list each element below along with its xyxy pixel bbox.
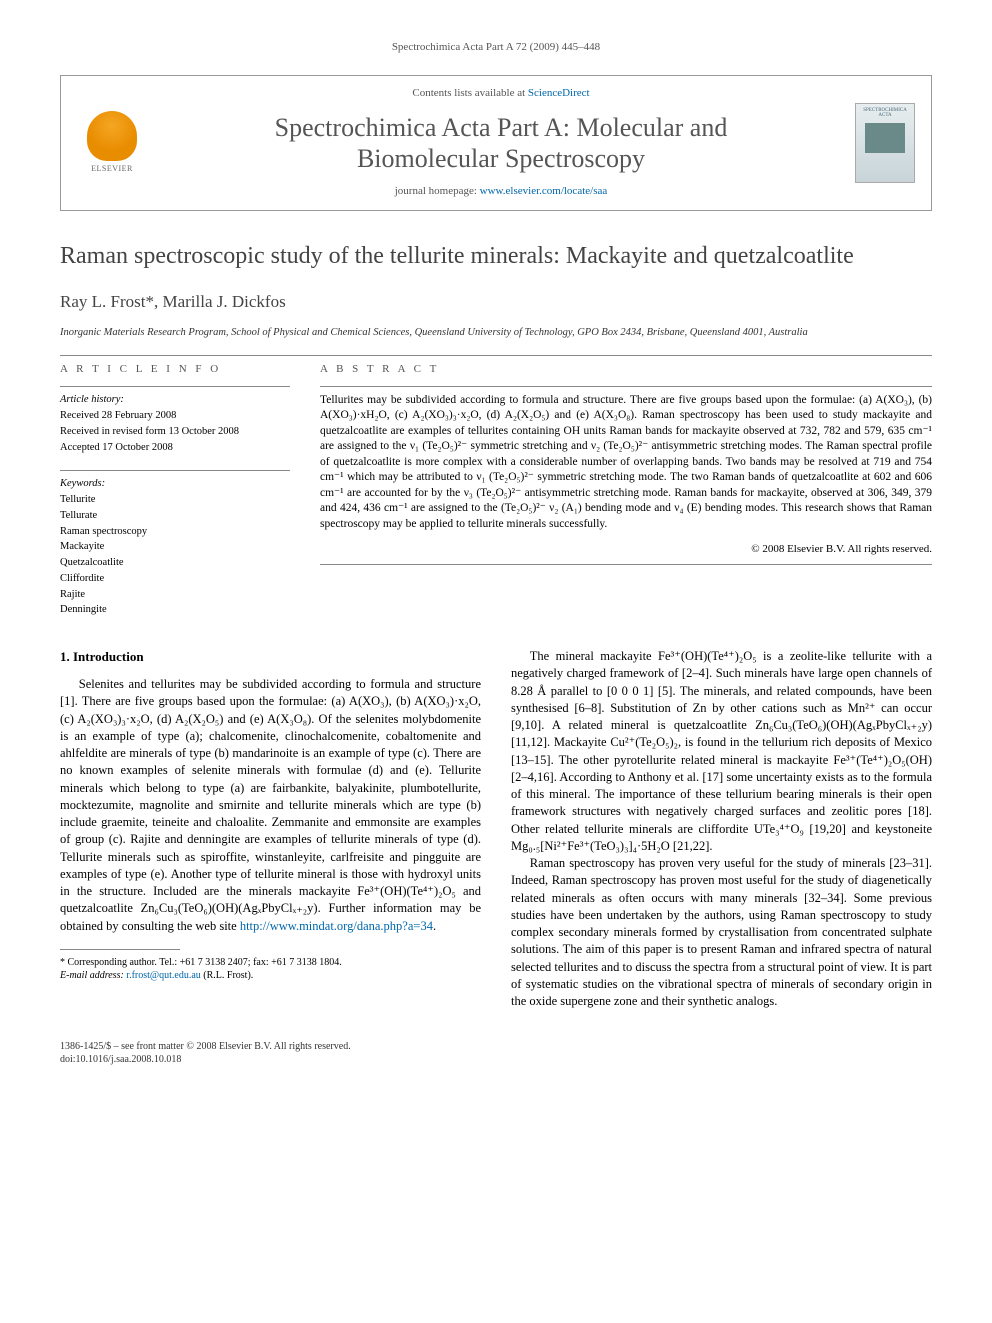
rule-info-1 — [60, 386, 290, 387]
abstract-copyright: © 2008 Elsevier B.V. All rights reserved… — [320, 542, 932, 557]
footnote-corr-line: * Corresponding author. Tel.: +61 7 3138… — [60, 957, 342, 968]
info-abstract-row: A R T I C L E I N F O Article history: R… — [60, 362, 932, 618]
article-affiliation: Inorganic Materials Research Program, Sc… — [60, 326, 932, 340]
cover-thumb-label: SPECTROCHIMICA ACTA — [860, 108, 910, 119]
sciencedirect-link[interactable]: ScienceDirect — [528, 87, 590, 99]
keyword: Mackayite — [60, 539, 290, 555]
footnote-email-label: E-mail address: — [60, 970, 126, 981]
keyword: Tellurate — [60, 508, 290, 524]
keyword: Cliffordite — [60, 571, 290, 587]
keyword: Raman spectroscopy — [60, 524, 290, 540]
footnote-rule — [60, 949, 180, 950]
rule-below-abstract — [320, 564, 932, 565]
article-title: Raman spectroscopic study of the telluri… — [60, 241, 932, 272]
corresponding-author-footnote: * Corresponding author. Tel.: +61 7 3138… — [60, 956, 481, 982]
mindat-link[interactable]: http://www.mindat.org/dana.php?a=34 — [240, 919, 433, 933]
abstract-heading: A B S T R A C T — [320, 362, 932, 377]
journal-title-line2: Biomolecular Spectroscopy — [357, 144, 645, 173]
keyword: Quetzalcoatlite — [60, 555, 290, 571]
page-footer: 1386-1425/$ – see front matter © 2008 El… — [60, 1040, 932, 1066]
history-line: Accepted 17 October 2008 — [60, 440, 290, 456]
contents-line: Contents lists available at ScienceDirec… — [167, 86, 835, 101]
intro-para-1: Selenites and tellurites may be subdivid… — [60, 676, 481, 935]
contents-prefix: Contents lists available at — [412, 87, 527, 99]
history-line: Received 28 February 2008 — [60, 408, 290, 424]
keyword: Tellurite — [60, 492, 290, 508]
history-label: Article history: — [60, 393, 290, 408]
footer-line-1: 1386-1425/$ – see front matter © 2008 El… — [60, 1040, 932, 1053]
keywords-label: Keywords: — [60, 477, 290, 492]
intro-para-1-text: Selenites and tellurites may be subdivid… — [60, 677, 481, 933]
rule-above-info — [60, 355, 932, 356]
cover-thumb-image — [865, 123, 905, 153]
homepage-link[interactable]: www.elsevier.com/locate/saa — [480, 185, 608, 197]
journal-title-line1: Spectrochimica Acta Part A: Molecular an… — [275, 113, 728, 142]
rule-info-2 — [60, 470, 290, 471]
article-info-heading: A R T I C L E I N F O — [60, 362, 290, 377]
journal-cover-thumbnail: SPECTROCHIMICA ACTA — [855, 103, 915, 183]
keyword: Denningite — [60, 602, 290, 618]
body-two-column: 1. Introduction Selenites and tellurites… — [60, 648, 932, 1010]
homepage-prefix: journal homepage: — [395, 185, 480, 197]
rule-abstract — [320, 386, 932, 387]
article-info-column: A R T I C L E I N F O Article history: R… — [60, 362, 290, 618]
keywords-list: Tellurite Tellurate Raman spectroscopy M… — [60, 492, 290, 618]
footnote-email-suffix: (R.L. Frost). — [201, 970, 254, 981]
footnote-email-link[interactable]: r.frost@qut.edu.au — [126, 970, 200, 981]
intro-para-2: The mineral mackayite Fe³⁺(OH)(Te⁴⁺)₂O₅ … — [511, 648, 932, 855]
elsevier-tree-icon — [87, 111, 137, 161]
intro-para-3: Raman spectroscopy has proven very usefu… — [511, 855, 932, 1010]
running-head: Spectrochimica Acta Part A 72 (2009) 445… — [60, 40, 932, 55]
abstract-text: Tellurites may be subdivided according t… — [320, 393, 932, 533]
journal-title: Spectrochimica Acta Part A: Molecular an… — [167, 112, 835, 174]
article-authors: Ray L. Frost*, Marilla J. Dickfos — [60, 290, 932, 314]
elsevier-logo: ELSEVIER — [77, 108, 147, 178]
elsevier-label: ELSEVIER — [91, 163, 133, 174]
journal-center-block: Contents lists available at ScienceDirec… — [147, 86, 855, 199]
journal-homepage: journal homepage: www.elsevier.com/locat… — [167, 184, 835, 199]
journal-masthead: ELSEVIER Contents lists available at Sci… — [60, 75, 932, 210]
section-1-heading: 1. Introduction — [60, 648, 481, 666]
keyword: Rajite — [60, 587, 290, 603]
footer-line-2: doi:10.1016/j.saa.2008.10.018 — [60, 1053, 932, 1066]
abstract-column: A B S T R A C T Tellurites may be subdiv… — [320, 362, 932, 618]
history-lines: Received 28 February 2008 Received in re… — [60, 408, 290, 455]
history-line: Received in revised form 13 October 2008 — [60, 424, 290, 440]
